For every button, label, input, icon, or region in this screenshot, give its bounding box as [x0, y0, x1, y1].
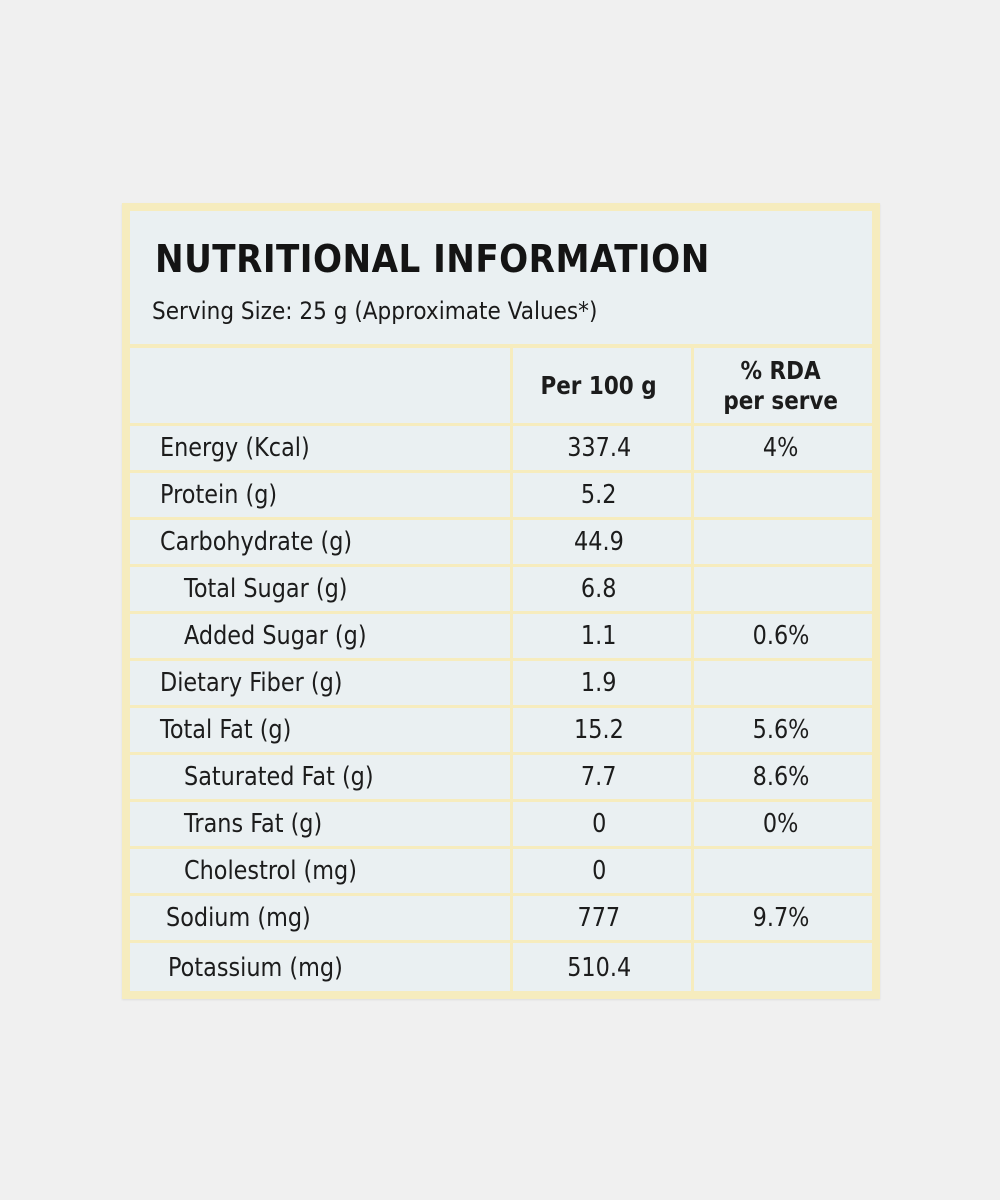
per-100g-text: 1.1	[581, 621, 617, 651]
per-100g-text: 0	[591, 856, 607, 886]
header-per-100g-text: Per 100 g	[540, 370, 658, 400]
rda-value: 5.6%	[692, 708, 870, 752]
nutrient-name: Potassium (mg)	[168, 943, 508, 993]
rda-value: 9.7%	[692, 896, 870, 940]
rda-text: 5.6%	[752, 715, 810, 745]
per-100g-text: 44.9	[574, 527, 624, 557]
nutrient-name: Carbohydrate (g)	[160, 520, 500, 564]
nutrient-name: Dietary Fiber (g)	[160, 661, 500, 705]
per-100g-value: 337.4	[510, 426, 688, 470]
nutrient-name: Total Sugar (g)	[184, 567, 524, 611]
nutrient-name: Energy (Kcal)	[160, 426, 500, 470]
nutrient-name-text: Total Sugar (g)	[184, 574, 348, 604]
rda-value	[692, 473, 870, 517]
table-row: Potassium (mg) 510.4	[130, 943, 872, 993]
per-100g-text: 7.7	[581, 762, 617, 792]
rda-text: 4%	[763, 433, 799, 463]
nutrient-name: Cholestrol (mg)	[184, 849, 524, 893]
rda-value	[692, 661, 870, 705]
nutrient-name-text: Cholestrol (mg)	[184, 856, 357, 886]
nutrition-label: NUTRITIONAL INFORMATION Serving Size: 25…	[122, 203, 880, 999]
nutrient-name-text: Sodium (mg)	[166, 903, 311, 933]
nutrient-name-text: Added Sugar (g)	[184, 621, 367, 651]
nutrient-name-text: Dietary Fiber (g)	[160, 668, 343, 698]
per-100g-text: 777	[577, 903, 621, 933]
per-100g-value: 1.9	[510, 661, 688, 705]
per-100g-value: 510.4	[510, 943, 688, 993]
column-divider	[510, 348, 513, 991]
header-rda: % RDA per serve	[692, 348, 870, 423]
per-100g-value: 44.9	[510, 520, 688, 564]
per-100g-value: 7.7	[510, 755, 688, 799]
table-row: Saturated Fat (g) 7.7 8.6%	[130, 755, 872, 802]
per-100g-text: 15.2	[574, 715, 624, 745]
table-header-row: Per 100 g % RDA per serve	[130, 348, 872, 426]
per-100g-value: 6.8	[510, 567, 688, 611]
per-100g-value: 1.1	[510, 614, 688, 658]
per-100g-text: 1.9	[581, 668, 617, 698]
rda-value	[692, 849, 870, 893]
table-row: Total Sugar (g) 6.8	[130, 567, 872, 614]
nutrient-name-text: Total Fat (g)	[160, 715, 292, 745]
rda-value	[692, 943, 870, 993]
per-100g-value: 0	[510, 802, 688, 846]
per-100g-value: 5.2	[510, 473, 688, 517]
nutrient-name-text: Trans Fat (g)	[184, 809, 323, 839]
label-title: NUTRITIONAL INFORMATION	[155, 237, 710, 281]
per-100g-value: 15.2	[510, 708, 688, 752]
nutrient-name: Protein (g)	[160, 473, 500, 517]
nutrient-name: Trans Fat (g)	[184, 802, 524, 846]
nutrient-name-text: Potassium (mg)	[168, 953, 343, 983]
rda-value: 0%	[692, 802, 870, 846]
table-row: Cholestrol (mg) 0	[130, 849, 872, 896]
nutrient-name-text: Saturated Fat (g)	[184, 762, 374, 792]
per-100g-value: 0	[510, 849, 688, 893]
rda-text: 0%	[763, 809, 799, 839]
nutrient-name: Added Sugar (g)	[184, 614, 524, 658]
column-divider	[691, 348, 694, 991]
per-100g-text: 337.4	[566, 433, 632, 463]
table-row: Carbohydrate (g) 44.9	[130, 520, 872, 567]
serving-size: Serving Size: 25 g (Approximate Values*)	[152, 297, 598, 325]
rda-text: 9.7%	[752, 903, 810, 933]
table-row: Added Sugar (g) 1.1 0.6%	[130, 614, 872, 661]
rda-value: 4%	[692, 426, 870, 470]
table-row: Protein (g) 5.2	[130, 473, 872, 520]
nutrient-name-text: Energy (Kcal)	[160, 433, 310, 463]
table-row: Trans Fat (g) 0 0%	[130, 802, 872, 849]
per-100g-text: 6.8	[581, 574, 617, 604]
per-100g-text: 0	[591, 809, 607, 839]
table-row: Sodium (mg) 777 9.7%	[130, 896, 872, 943]
per-100g-text: 510.4	[566, 953, 632, 983]
table-row: Dietary Fiber (g) 1.9	[130, 661, 872, 708]
nutrition-table: Per 100 g % RDA per serve Energy (Kcal) …	[130, 348, 872, 991]
nutrient-name: Total Fat (g)	[160, 708, 500, 752]
label-header: NUTRITIONAL INFORMATION Serving Size: 25…	[130, 211, 872, 348]
table-row: Total Fat (g) 15.2 5.6%	[130, 708, 872, 755]
rda-value: 0.6%	[692, 614, 870, 658]
nutrient-name: Saturated Fat (g)	[184, 755, 524, 799]
rda-value: 8.6%	[692, 755, 870, 799]
nutrient-name-text: Carbohydrate (g)	[160, 527, 353, 557]
rda-text: 8.6%	[752, 762, 810, 792]
header-rda-line2: per serve	[723, 385, 839, 415]
table-row: Energy (Kcal) 337.4 4%	[130, 426, 872, 473]
rda-value	[692, 520, 870, 564]
per-100g-text: 5.2	[581, 480, 617, 510]
header-per-100g: Per 100 g	[510, 348, 688, 423]
nutrient-name-text: Protein (g)	[160, 480, 278, 510]
rda-value	[692, 567, 870, 611]
header-rda-line1: % RDA	[740, 355, 822, 385]
per-100g-value: 777	[510, 896, 688, 940]
nutrient-name: Sodium (mg)	[166, 896, 506, 940]
rda-text: 0.6%	[752, 621, 810, 651]
